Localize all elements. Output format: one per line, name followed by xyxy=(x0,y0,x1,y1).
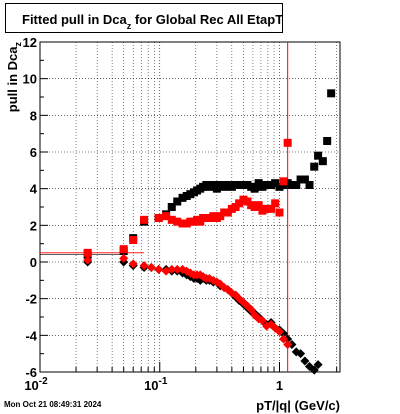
point-square xyxy=(310,162,319,171)
point-square xyxy=(262,181,271,189)
y-tick-label: 2 xyxy=(30,218,37,233)
point-square xyxy=(178,219,187,228)
point-square xyxy=(223,181,232,189)
point-diamond xyxy=(167,264,177,274)
point-diamond xyxy=(279,334,289,344)
point-diamond xyxy=(83,255,93,265)
point-diamond xyxy=(146,263,156,272)
point-square xyxy=(239,195,248,204)
point-square xyxy=(154,214,163,222)
series-3 xyxy=(83,253,293,349)
grid-lines xyxy=(39,41,340,373)
y-tick-label: -4 xyxy=(25,328,37,343)
point-square xyxy=(258,206,267,215)
point-square xyxy=(305,181,314,189)
point-square xyxy=(250,184,259,193)
point-square xyxy=(323,137,332,145)
series-1 xyxy=(83,138,292,257)
point-square xyxy=(292,181,301,189)
point-square xyxy=(173,197,182,206)
plot-frame xyxy=(39,41,341,373)
point-square xyxy=(271,199,280,208)
y-tick-label: 8 xyxy=(30,108,37,123)
x-tick-label: 1 xyxy=(276,378,283,393)
y-tick-label: -2 xyxy=(25,292,37,307)
y-tick-label: 10 xyxy=(23,72,37,87)
y-axis: -6 -4 -2 0 2 4 6 8 10 12 xyxy=(23,35,48,380)
point-square xyxy=(258,182,267,191)
point-square xyxy=(140,215,149,224)
x-tick-label: 10-1 xyxy=(144,376,168,393)
point-diamond xyxy=(139,261,149,271)
point-square xyxy=(287,181,296,189)
point-square xyxy=(300,175,309,184)
point-diamond xyxy=(154,264,164,274)
point-square xyxy=(267,181,276,189)
y-tick-label: 6 xyxy=(30,145,37,160)
y-axis-label: pull in Dcaz xyxy=(5,42,23,113)
x-axis: 10-2 10-1 1 xyxy=(24,362,338,393)
y-tick-label: 4 xyxy=(30,182,38,197)
point-square xyxy=(314,151,323,160)
point-diamond xyxy=(275,327,285,337)
point-diamond xyxy=(309,365,319,375)
series-0 xyxy=(83,89,336,259)
point-square xyxy=(235,181,244,189)
point-square xyxy=(167,203,176,211)
point-square xyxy=(283,179,292,188)
point-square xyxy=(178,193,187,202)
point-diamond xyxy=(300,356,310,366)
y-tick-label: -6 xyxy=(25,365,37,380)
x-axis-label: pT/|q| (GeV/c) xyxy=(256,398,340,413)
point-square xyxy=(271,179,280,188)
point-square xyxy=(223,208,232,217)
point-square xyxy=(254,201,263,210)
point-square xyxy=(250,203,259,211)
point-diamond xyxy=(119,253,129,263)
point-diamond xyxy=(257,316,267,326)
y-tick-label: 0 xyxy=(30,255,37,270)
chart-title: Fitted pull in Dcaz for Global Rec All E… xyxy=(22,12,284,31)
point-square xyxy=(167,215,176,224)
point-diamond xyxy=(313,360,323,370)
y-tick-label: 12 xyxy=(23,35,37,50)
point-square xyxy=(129,236,138,244)
title-subscript: z xyxy=(126,21,132,31)
timestamp: Mon Oct 21 08:49:31 2024 xyxy=(4,400,102,409)
point-square xyxy=(239,181,248,189)
point-square xyxy=(267,204,276,213)
point-diamond xyxy=(172,264,182,274)
point-square xyxy=(296,175,305,184)
point-square xyxy=(83,248,92,257)
point-square xyxy=(235,199,244,208)
point-square xyxy=(119,245,128,254)
point-diamond xyxy=(128,259,138,269)
point-square xyxy=(318,157,327,166)
point-square xyxy=(327,89,336,98)
point-square xyxy=(275,182,284,191)
chart-title-box: Fitted pull in Dcaz for Global Rec All E… xyxy=(5,3,283,33)
point-diamond xyxy=(283,340,293,349)
point-square xyxy=(283,138,292,147)
point-square xyxy=(262,204,271,213)
point-square xyxy=(173,217,182,226)
point-square xyxy=(275,208,284,217)
x-tick-label: 10-2 xyxy=(24,376,48,393)
point-diamond xyxy=(296,349,306,359)
point-square xyxy=(279,177,288,186)
point-square xyxy=(162,212,171,221)
